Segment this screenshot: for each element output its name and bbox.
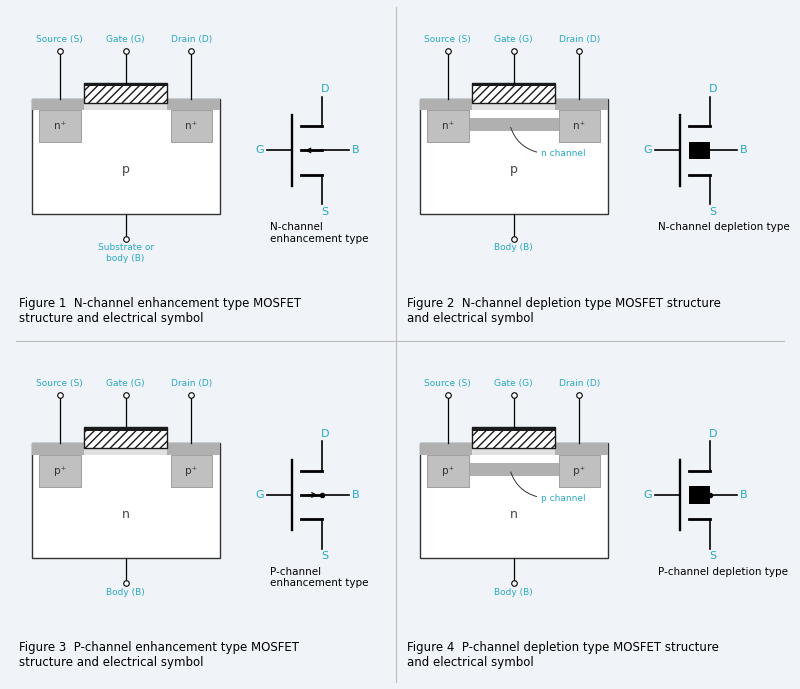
Bar — [427, 119, 600, 131]
Bar — [689, 486, 710, 504]
Bar — [420, 99, 608, 214]
Text: N-channel
enhancement type: N-channel enhancement type — [270, 222, 368, 244]
Text: S: S — [322, 551, 329, 561]
Text: Substrate or
body (B): Substrate or body (B) — [98, 243, 154, 263]
Bar — [427, 110, 469, 143]
Text: G: G — [255, 145, 264, 156]
Text: Figure 1  N-channel enhancement type MOSFET
structure and electrical symbol: Figure 1 N-channel enhancement type MOSF… — [19, 297, 302, 325]
Bar — [84, 448, 167, 455]
Bar — [84, 83, 167, 86]
Text: Gate (G): Gate (G) — [494, 34, 533, 43]
Bar — [427, 463, 600, 475]
Bar — [84, 427, 167, 448]
Text: n⁺: n⁺ — [54, 121, 66, 132]
Bar — [472, 448, 555, 455]
Bar — [39, 455, 81, 487]
Bar — [84, 427, 167, 431]
Bar — [558, 455, 600, 487]
Text: Gate (G): Gate (G) — [106, 34, 145, 43]
Bar — [472, 427, 555, 431]
Text: p⁺: p⁺ — [54, 466, 66, 476]
Bar — [427, 455, 469, 487]
Bar — [427, 455, 469, 487]
Text: p⁺: p⁺ — [574, 466, 586, 476]
Bar — [170, 455, 212, 487]
Text: Gate (G): Gate (G) — [106, 379, 145, 388]
Text: p: p — [510, 163, 518, 176]
Bar — [32, 99, 220, 214]
Bar — [558, 455, 600, 487]
Bar — [84, 83, 167, 103]
Text: n⁺: n⁺ — [442, 121, 454, 132]
Bar — [420, 443, 608, 558]
Text: Drain (D): Drain (D) — [559, 34, 600, 43]
Text: Body (B): Body (B) — [106, 588, 145, 597]
Text: S: S — [322, 207, 329, 216]
Text: B: B — [352, 490, 359, 500]
Bar — [420, 443, 608, 455]
Text: Drain (D): Drain (D) — [171, 379, 212, 388]
Text: B: B — [740, 490, 747, 500]
Text: Body (B): Body (B) — [494, 588, 533, 597]
Text: S: S — [710, 551, 717, 561]
Text: p⁺: p⁺ — [186, 466, 198, 476]
Text: n⁺: n⁺ — [186, 121, 198, 132]
Text: P-channel depletion type: P-channel depletion type — [658, 566, 788, 577]
Bar — [472, 83, 555, 103]
Text: B: B — [352, 145, 359, 156]
Bar — [420, 99, 608, 110]
Bar — [472, 427, 555, 448]
Text: D: D — [321, 429, 330, 439]
Text: D: D — [709, 84, 718, 94]
Text: G: G — [643, 490, 652, 500]
Bar — [558, 110, 600, 143]
Text: Gate (G): Gate (G) — [494, 379, 533, 388]
Text: Drain (D): Drain (D) — [559, 379, 600, 388]
Text: B: B — [740, 145, 747, 156]
Text: n⁺: n⁺ — [574, 121, 586, 132]
Text: Drain (D): Drain (D) — [171, 34, 212, 43]
Text: Figure 3  P-channel enhancement type MOSFET
structure and electrical symbol: Figure 3 P-channel enhancement type MOSF… — [19, 641, 299, 669]
Text: n: n — [510, 508, 518, 521]
Text: Source (S): Source (S) — [425, 379, 471, 388]
Bar — [689, 142, 710, 159]
Text: p⁺: p⁺ — [442, 466, 454, 476]
Bar — [39, 110, 81, 143]
Text: G: G — [643, 145, 652, 156]
Text: Source (S): Source (S) — [425, 34, 471, 43]
Bar — [32, 443, 220, 558]
Text: D: D — [709, 429, 718, 439]
Bar — [84, 103, 167, 110]
Text: N-channel depletion type: N-channel depletion type — [658, 222, 790, 232]
Text: Source (S): Source (S) — [37, 379, 83, 388]
Bar — [32, 99, 220, 110]
Text: Body (B): Body (B) — [494, 243, 533, 252]
Bar — [472, 83, 555, 86]
Text: n: n — [122, 508, 130, 521]
Text: p channel: p channel — [542, 494, 586, 503]
Text: G: G — [255, 490, 264, 500]
Bar — [170, 110, 212, 143]
Text: Source (S): Source (S) — [37, 34, 83, 43]
Text: D: D — [321, 84, 330, 94]
Text: S: S — [710, 207, 717, 216]
Text: P-channel
enhancement type: P-channel enhancement type — [270, 566, 368, 588]
Text: p: p — [122, 163, 130, 176]
Text: Figure 2  N-channel depletion type MOSFET structure
and electrical symbol: Figure 2 N-channel depletion type MOSFET… — [407, 297, 721, 325]
Text: n channel: n channel — [542, 150, 586, 158]
Bar — [472, 103, 555, 110]
Bar — [32, 443, 220, 455]
Bar — [427, 110, 469, 143]
Bar — [558, 110, 600, 143]
Text: Figure 4  P-channel depletion type MOSFET structure
and electrical symbol: Figure 4 P-channel depletion type MOSFET… — [407, 641, 719, 669]
